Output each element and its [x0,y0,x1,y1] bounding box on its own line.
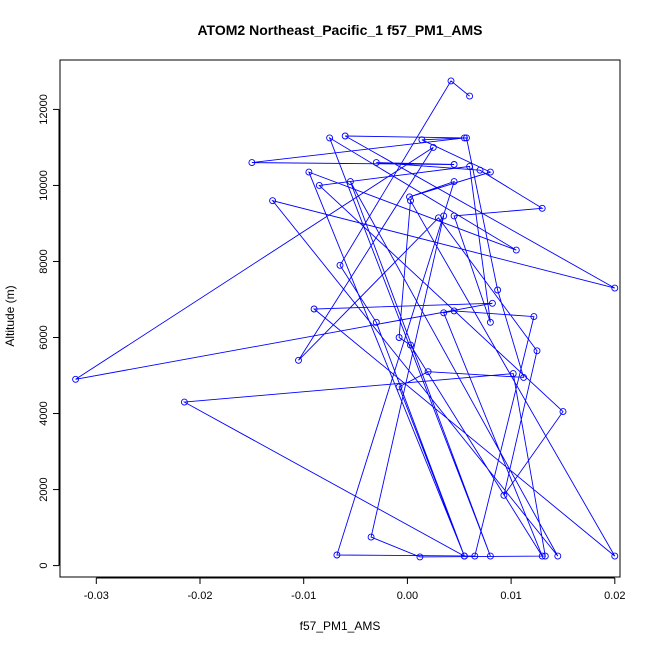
data-point [512,246,520,254]
data-point [72,375,80,383]
data-point [326,134,334,142]
data-point [269,197,277,205]
y-tick-label: 2000 [38,477,50,501]
data-point [509,370,517,378]
data-point [424,368,432,376]
data-point [450,161,458,168]
data-point [530,313,538,321]
data-point [407,341,414,349]
data-point [450,178,458,186]
data-point [395,334,403,341]
data-point [406,193,413,201]
data-point [341,132,349,140]
plot-frame [59,59,621,578]
data-point [372,318,380,326]
data-point [295,356,302,364]
y-tick-label: 6000 [38,325,50,349]
x-tick-label: 0.01 [500,590,521,602]
data-point [450,212,458,220]
y-tick-label: 10000 [38,170,50,201]
data-point [476,166,484,174]
data-point [466,162,474,170]
data-point [520,373,528,381]
data-point [463,134,470,142]
data-point [460,552,468,560]
data-point [367,533,375,541]
data-point [533,347,541,355]
x-tick-label: 0.00 [397,590,418,602]
data-point [180,398,188,406]
data-point [554,552,562,560]
data-point [611,284,619,292]
data-point [429,143,437,151]
data-point [486,168,494,176]
data-point [471,552,479,560]
x-axis-label: f57_PM1_AMS [300,619,381,633]
y-axis: 0 2000 4000 6000 8000 10000 12000 [38,94,60,569]
series-layer [72,77,619,561]
data-point [541,552,549,560]
data-point [440,212,448,220]
data-point [559,408,567,416]
data-point [315,181,323,189]
data-point [486,318,494,326]
data-point [538,552,546,560]
data-point [248,159,256,167]
data-point [305,168,313,176]
data-point [440,309,448,317]
x-tick-label: 0.02 [604,590,625,602]
data-point [488,299,496,307]
data-point [450,307,458,315]
data-point [466,92,474,100]
data-point [500,491,508,499]
data-point [310,305,318,313]
data-point [418,136,426,144]
series-line [75,80,616,558]
y-tick-label: 4000 [38,401,50,425]
data-point [336,261,344,269]
y-tick-label: 12000 [38,94,50,125]
x-tick-label: -0.03 [84,590,109,602]
data-point [395,383,403,391]
y-tick-label: 8000 [38,249,50,273]
data-point [372,159,380,167]
y-axis-label: Altitude (m) [3,285,17,346]
data-point [407,197,414,205]
chart-title: ATOM2 Northeast_Pacific_1 f57_PM1_AMS [197,22,482,38]
data-point [346,178,354,186]
data-point [611,552,619,560]
data-point [416,553,424,561]
x-tick-label: -0.02 [187,590,212,602]
data-point [538,204,546,212]
x-axis: -0.03 -0.02 -0.01 0.00 0.01 0.02 [84,577,626,602]
data-point [460,134,468,142]
data-point [333,551,341,559]
y-tick-label: 0 [38,563,50,569]
x-tick-label: -0.01 [291,590,316,602]
data-point [494,286,502,294]
data-point [447,77,455,85]
data-point [486,552,494,560]
